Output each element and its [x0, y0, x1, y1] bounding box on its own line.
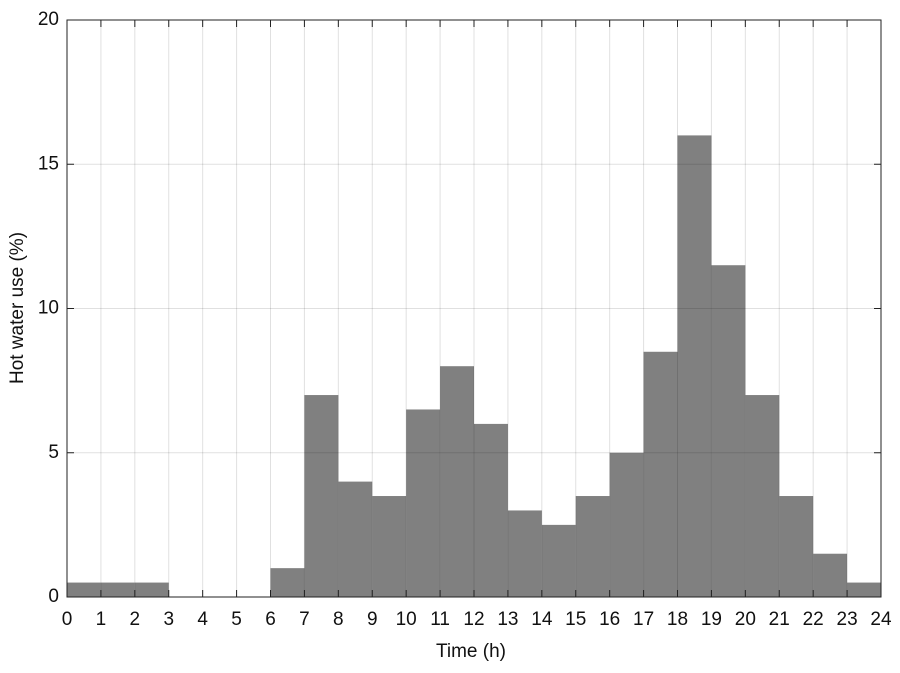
x-tick-label: 20	[735, 609, 756, 630]
x-tick-label: 1	[96, 609, 107, 630]
bar	[745, 395, 780, 597]
bar	[338, 481, 373, 597]
bar	[134, 582, 169, 597]
x-tick-label: 8	[333, 609, 344, 630]
x-tick-label: 19	[701, 609, 722, 630]
bar	[813, 553, 848, 597]
bar	[372, 496, 407, 597]
x-tick-label: 13	[497, 609, 518, 630]
bar	[406, 409, 441, 597]
x-tick-label: 10	[396, 609, 417, 630]
x-tick-label: 7	[299, 609, 310, 630]
x-tick-label: 11	[430, 609, 450, 630]
x-tick-label: 18	[667, 609, 688, 630]
bar	[609, 452, 644, 597]
x-tick-label: 4	[197, 609, 208, 630]
x-tick-label: 21	[769, 609, 790, 630]
bar	[779, 496, 814, 597]
x-axis-label: Time (h)	[436, 641, 506, 662]
y-tick-label: 0	[48, 586, 59, 607]
x-tick-label: 23	[837, 609, 858, 630]
bar	[100, 582, 135, 597]
y-tick-label: 5	[48, 442, 59, 463]
x-tick-label: 17	[633, 609, 654, 630]
x-tick-label: 3	[163, 609, 174, 630]
x-tick-label: 0	[62, 609, 73, 630]
bar	[575, 496, 610, 597]
x-tick-label: 24	[870, 609, 892, 630]
plot-frame	[66, 19, 882, 598]
y-tick-label: 10	[38, 298, 59, 319]
bar	[440, 366, 474, 597]
bar	[474, 423, 508, 597]
y-axis-label: Hot water use (%)	[7, 232, 28, 384]
y-tick-label: 15	[38, 153, 59, 174]
x-tick-label: 12	[463, 609, 484, 630]
x-tick-label: 6	[265, 609, 276, 630]
x-tick-label: 9	[367, 609, 378, 630]
bar	[304, 395, 339, 597]
bar	[847, 582, 881, 597]
bar	[67, 582, 101, 597]
bar	[541, 524, 576, 597]
x-tick-label: 14	[531, 609, 553, 630]
x-tick-label: 2	[130, 609, 141, 630]
y-tick-label: 20	[38, 9, 59, 30]
x-tick-label: 15	[565, 609, 586, 630]
x-tick-label: 22	[803, 609, 824, 630]
bar	[711, 265, 746, 597]
bar	[507, 510, 542, 597]
x-tick-label: 16	[599, 609, 620, 630]
bar	[270, 568, 305, 597]
bar	[643, 351, 678, 597]
bar	[677, 135, 712, 597]
x-tick-label: 5	[231, 609, 242, 630]
